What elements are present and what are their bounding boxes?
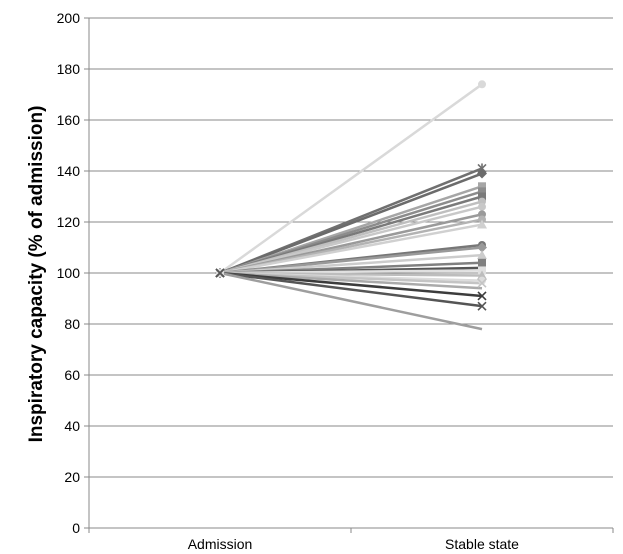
data-point-square [478, 266, 486, 275]
y-tick-label: 180 [57, 61, 81, 77]
data-point-triangle [477, 270, 487, 280]
data-point-x [215, 268, 225, 278]
data-point-x [477, 291, 487, 301]
data-point-square [478, 182, 486, 191]
data-point-square [478, 187, 486, 196]
series-line [219, 271, 483, 290]
y-tick-label: 160 [57, 112, 81, 128]
data-point-circle [478, 215, 486, 224]
x-tick-label: Stable state [445, 536, 519, 552]
series-line [219, 246, 483, 275]
series-lines [219, 83, 483, 331]
y-tick-label: 20 [64, 469, 80, 485]
y-tick-label: 60 [64, 367, 80, 383]
series-markers [215, 80, 487, 311]
y-tick-label: 40 [64, 418, 80, 434]
y-tick-label: 120 [57, 214, 81, 230]
y-tick-label: 0 [72, 520, 80, 536]
series-line [219, 271, 483, 308]
y-tick-label: 100 [57, 265, 81, 281]
series-line [219, 271, 483, 331]
series-line [219, 253, 483, 275]
y-axis-title: Inspiratory capacity (% of admission) [26, 106, 47, 443]
y-tick-label: 200 [57, 10, 81, 26]
data-point-diamond [477, 242, 487, 253]
x-tick-label: Admission [188, 536, 253, 552]
series-line [219, 223, 483, 275]
data-point-square [478, 258, 486, 267]
data-point-square [478, 192, 486, 201]
data-point-triangle [477, 219, 487, 229]
axis-labels: 0 20 40 60 80 100 120 140 160 180 200 Admission Stab… [57, 10, 520, 552]
y-tick-label: 140 [57, 163, 81, 179]
y-tick-label: 80 [64, 316, 80, 332]
series-line [219, 271, 483, 298]
data-point-diamond [477, 168, 487, 179]
data-point-circle [478, 202, 486, 211]
data-point-x [477, 301, 487, 311]
data-point-x [477, 278, 487, 288]
data-point-circle [478, 80, 486, 89]
data-point-circle [478, 276, 486, 285]
axes [84, 17, 614, 533]
data-point-triangle [477, 250, 487, 260]
series-line [219, 172, 483, 275]
series-line [219, 83, 483, 275]
